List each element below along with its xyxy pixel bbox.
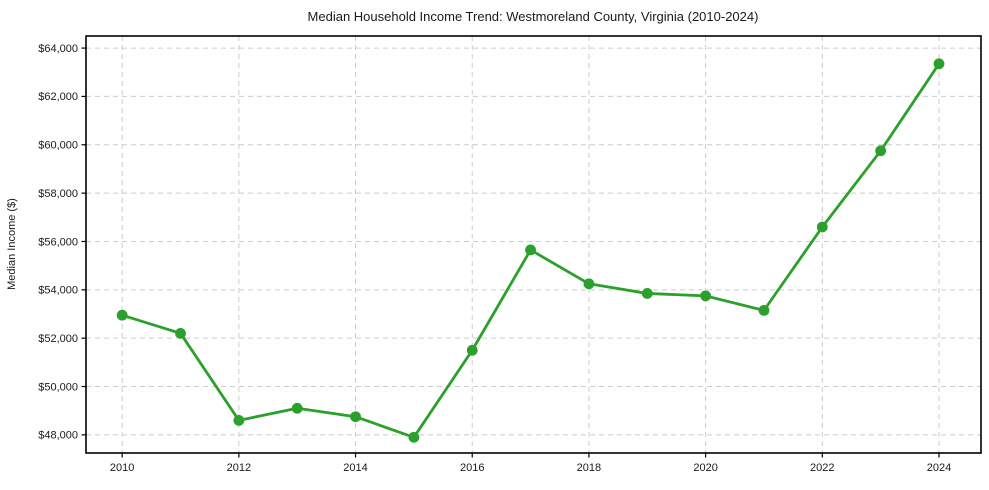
chart-title: Median Household Income Trend: Westmorel…: [308, 9, 759, 24]
data-point-marker: [116, 309, 128, 321]
y-axis-label: Median Income ($): [6, 198, 18, 290]
data-point-marker: [233, 414, 245, 426]
data-point-marker: [291, 402, 303, 414]
y-tick-label: $54,000: [38, 285, 78, 297]
x-tick-label: 2016: [460, 462, 484, 474]
data-point-marker: [641, 288, 653, 299]
x-tick-label: 2020: [693, 462, 717, 474]
income-series-layer: [116, 58, 945, 443]
plot-border: [85, 35, 982, 454]
x-tick-label: 2018: [577, 462, 601, 474]
y-tick-label: $56,000: [38, 236, 78, 248]
data-point-marker: [175, 327, 186, 339]
data-point-marker: [700, 290, 712, 302]
data-point-marker: [525, 244, 536, 256]
x-tick-label: 2010: [110, 462, 134, 474]
x-tick-label: 2012: [227, 462, 251, 474]
data-point-marker: [758, 304, 770, 316]
data-point-marker: [408, 431, 420, 443]
data-point-marker: [583, 278, 595, 290]
data-point-marker: [466, 344, 478, 356]
data-point-marker: [816, 221, 828, 233]
y-tick-label: $58,000: [38, 188, 78, 200]
x-tick-label: 2014: [343, 462, 367, 474]
y-tick-label: $52,000: [38, 333, 78, 345]
y-tick-label: $60,000: [38, 140, 78, 152]
y-tick-label: $64,000: [38, 43, 78, 55]
gridlines-layer: [86, 36, 981, 453]
data-point-marker: [350, 411, 361, 423]
y-tick-label: $50,000: [38, 381, 78, 393]
data-point-marker: [875, 145, 887, 157]
x-tick-label: 2022: [810, 462, 834, 474]
y-tick-label: $48,000: [38, 430, 78, 442]
axes-layer: $48,000 $50,000 $52,000 $54,000 $56,000 $58,0…: [38, 35, 982, 474]
data-point-marker: [933, 58, 945, 70]
x-tick-label: 2024: [927, 462, 951, 474]
y-tick-label: $62,000: [38, 91, 78, 103]
